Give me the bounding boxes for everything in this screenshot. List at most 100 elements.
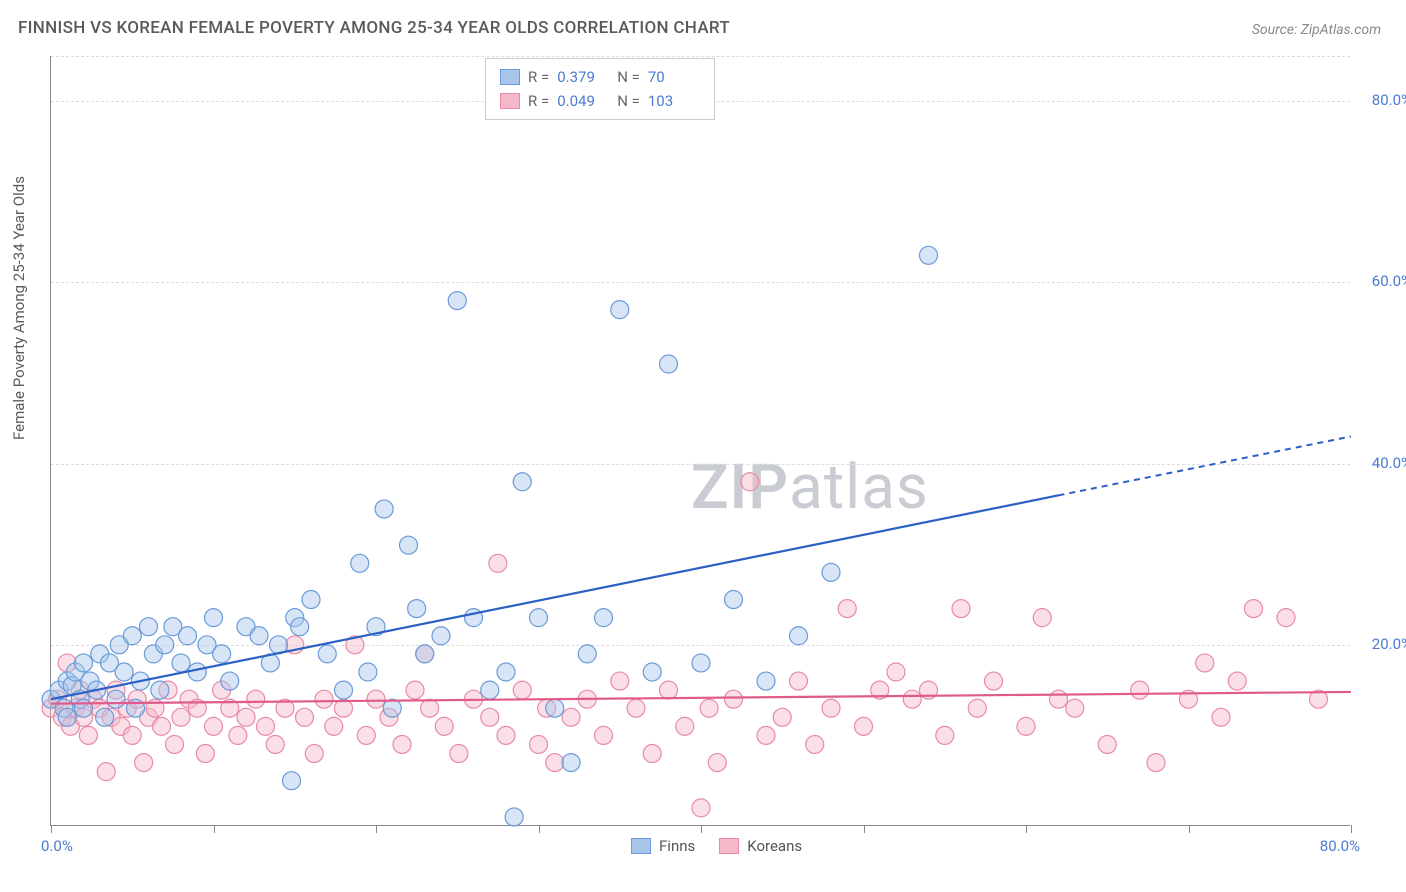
trend-line-finns <box>51 495 1059 699</box>
swatch-finns <box>500 69 520 85</box>
data-point-koreans <box>757 726 775 744</box>
data-point-koreans <box>205 717 223 735</box>
source-attribution: Source: ZipAtlas.com <box>1252 22 1381 38</box>
data-point-finns <box>75 654 93 672</box>
data-point-finns <box>188 663 206 681</box>
data-point-finns <box>400 536 418 554</box>
x-tick <box>701 825 702 833</box>
data-point-finns <box>58 708 76 726</box>
swatch-koreans <box>500 93 520 109</box>
data-point-koreans <box>450 745 468 763</box>
data-point-finns <box>335 681 353 699</box>
data-point-koreans <box>1066 699 1084 717</box>
data-point-koreans <box>481 708 499 726</box>
data-point-koreans <box>79 726 97 744</box>
data-point-koreans <box>1033 609 1051 627</box>
data-point-koreans <box>1131 681 1149 699</box>
x-tick <box>539 825 540 833</box>
data-point-koreans <box>968 699 986 717</box>
data-point-koreans <box>627 699 645 717</box>
data-point-koreans <box>1196 654 1214 672</box>
data-point-koreans <box>741 473 759 491</box>
data-point-finns <box>96 708 114 726</box>
data-point-finns <box>151 681 169 699</box>
data-point-finns <box>383 699 401 717</box>
data-point-koreans <box>435 717 453 735</box>
data-point-koreans <box>196 745 214 763</box>
data-point-koreans <box>936 726 954 744</box>
data-point-koreans <box>887 663 905 681</box>
data-point-koreans <box>676 717 694 735</box>
data-point-finns <box>530 609 548 627</box>
data-point-koreans <box>367 690 385 708</box>
data-point-koreans <box>643 745 661 763</box>
data-point-finns <box>481 681 499 699</box>
data-point-koreans <box>838 600 856 618</box>
data-point-koreans <box>489 554 507 572</box>
data-point-finns <box>172 654 190 672</box>
data-point-koreans <box>135 754 153 772</box>
data-point-koreans <box>773 708 791 726</box>
data-point-finns <box>692 654 710 672</box>
data-point-koreans <box>822 699 840 717</box>
data-point-finns <box>920 246 938 264</box>
chart-title: FINNISH VS KOREAN FEMALE POVERTY AMONG 2… <box>18 18 730 38</box>
x-tick <box>1351 825 1352 833</box>
data-point-finns <box>115 663 133 681</box>
data-point-koreans <box>855 717 873 735</box>
data-point-koreans <box>530 735 548 753</box>
r-label: R = <box>528 89 549 113</box>
y-tick-label: 20.0% <box>1357 635 1406 653</box>
data-point-koreans <box>257 717 275 735</box>
x-tick <box>376 825 377 833</box>
data-point-koreans <box>725 690 743 708</box>
data-point-finns <box>757 672 775 690</box>
data-point-koreans <box>315 690 333 708</box>
data-point-finns <box>790 627 808 645</box>
data-point-koreans <box>1098 735 1116 753</box>
data-point-koreans <box>229 726 247 744</box>
r-label: R = <box>528 65 549 89</box>
data-point-finns <box>725 591 743 609</box>
data-point-koreans <box>247 690 265 708</box>
data-point-koreans <box>546 754 564 772</box>
data-point-koreans <box>296 708 314 726</box>
x-axis-max-label: 80.0% <box>1320 837 1360 855</box>
data-point-koreans <box>406 681 424 699</box>
data-point-koreans <box>985 672 1003 690</box>
correlation-row-koreans: R = 0.049 N = 103 <box>500 89 700 113</box>
data-point-koreans <box>806 735 824 753</box>
r-value-finns: 0.379 <box>557 65 609 89</box>
data-point-finns <box>448 292 466 310</box>
data-point-finns <box>408 600 426 618</box>
data-point-koreans <box>237 708 255 726</box>
data-point-koreans <box>595 726 613 744</box>
r-value-koreans: 0.049 <box>557 89 609 113</box>
data-point-koreans <box>166 735 184 753</box>
y-axis-label: Female Poverty Among 25-34 Year Olds <box>10 176 28 440</box>
data-point-koreans <box>1277 609 1295 627</box>
data-point-koreans <box>123 726 141 744</box>
data-point-finns <box>351 554 369 572</box>
data-point-koreans <box>790 672 808 690</box>
data-point-koreans <box>903 690 921 708</box>
data-point-finns <box>221 672 239 690</box>
y-tick-label: 40.0% <box>1357 454 1406 472</box>
plot-svg <box>51 56 1351 826</box>
n-label: N = <box>617 89 640 113</box>
data-point-koreans <box>172 708 190 726</box>
data-point-finns <box>505 808 523 826</box>
data-point-finns <box>107 690 125 708</box>
data-point-finns <box>432 627 450 645</box>
legend-label-finns: Finns <box>659 837 695 855</box>
trend-line-koreans <box>51 692 1351 704</box>
n-value-finns: 70 <box>648 65 700 89</box>
data-point-koreans <box>611 672 629 690</box>
data-point-koreans <box>708 754 726 772</box>
data-point-koreans <box>325 717 343 735</box>
data-point-koreans <box>1050 690 1068 708</box>
data-point-finns <box>359 663 377 681</box>
correlation-legend: R = 0.379 N = 70 R = 0.049 N = 103 <box>485 58 715 120</box>
swatch-koreans <box>719 838 739 854</box>
data-point-finns <box>660 355 678 373</box>
